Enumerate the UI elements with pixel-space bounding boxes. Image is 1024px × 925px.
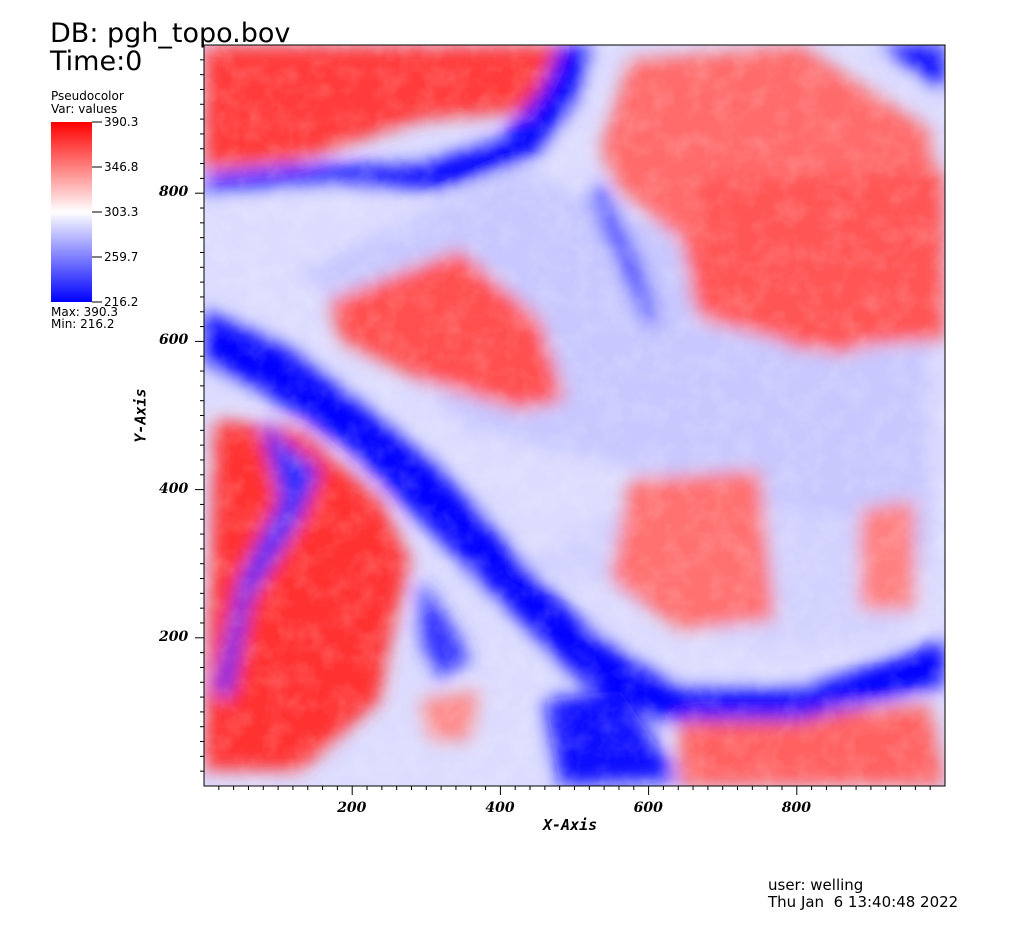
y-axis-title: Y-Axis — [131, 388, 150, 443]
x-tick-label: 600 — [633, 800, 663, 816]
time-title: Time:0 — [50, 46, 143, 77]
colorbar-tick-label: 216.2 — [104, 295, 138, 306]
legend-min: Min: 216.2 — [51, 317, 115, 331]
colorbar-tick-label: 259.7 — [104, 250, 138, 264]
colorbar-tick-label: 390.3 — [104, 116, 138, 129]
y-tick-label: 400 — [159, 480, 189, 497]
y-tick-label: 800 — [159, 184, 189, 201]
colorbar-tick-label: 303.3 — [104, 205, 138, 219]
y-tick-label: 600 — [159, 332, 189, 349]
user-label: user: welling — [768, 876, 864, 894]
axis-minor-ticks — [200, 59, 931, 790]
x-axis-title: X-Axis — [543, 816, 598, 834]
database-title: DB: pgh_topo.bov — [50, 18, 291, 49]
heatmap-plot — [195, 44, 946, 795]
x-tick-label: 800 — [781, 800, 812, 816]
x-tick-label: 400 — [485, 800, 515, 816]
colorbar-gradient — [51, 122, 92, 302]
timestamp-label: Thu Jan 6 13:40:48 2022 — [768, 893, 959, 911]
legend-variable: Var: values — [51, 102, 118, 116]
terrain-image — [204, 45, 945, 786]
legend-plot-type: Pseudocolor — [51, 89, 124, 103]
colorbar-ticks — [92, 121, 102, 303]
y-tick-label: 200 — [159, 628, 189, 645]
colorbar-tick-label: 346.8 — [104, 160, 138, 174]
colorbar: 390.3 346.8 303.3 259.7 216.2 — [51, 116, 138, 306]
axis-major-ticks — [195, 192, 798, 795]
legend-max: Max: 390.3 — [51, 305, 119, 319]
x-tick-label: 200 — [337, 800, 367, 816]
